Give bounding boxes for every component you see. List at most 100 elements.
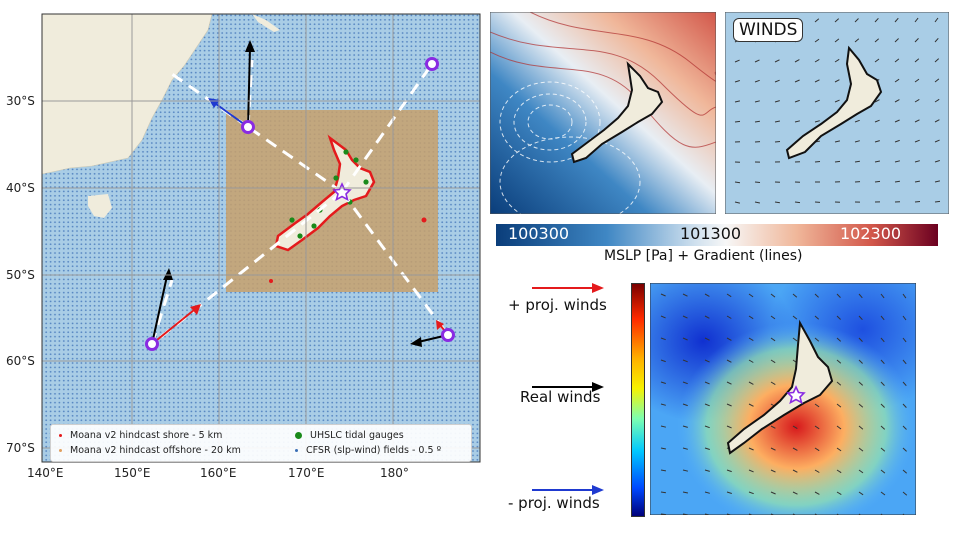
wind-vector: [914, 78, 920, 83]
wind-vector: [734, 59, 740, 63]
wind-vector: [726, 293, 732, 298]
legend-label: UHSLC tidal gauges: [310, 430, 404, 441]
wind-vector: [660, 491, 666, 494]
wind-vector: [660, 447, 666, 450]
lon-label: 170°E: [288, 466, 325, 480]
wind-vector: [794, 59, 800, 63]
wind-vector: [902, 469, 908, 474]
wind-vector: [914, 119, 920, 123]
colorbar-tick-mid: 101300: [680, 224, 742, 243]
legend-marker-icon: [59, 434, 62, 437]
wind-vector: [836, 315, 841, 320]
wind-vector: [834, 160, 841, 163]
legend-marker-icon: [295, 449, 298, 452]
wind-vector: [834, 38, 840, 43]
wind-vector: [726, 381, 732, 385]
wind-vector: [934, 37, 939, 43]
wind-vector: [770, 315, 776, 320]
projected-winds-map: [650, 283, 916, 515]
mslp-colorbar: [496, 224, 938, 246]
wind-vector: [902, 293, 907, 299]
colorbar-tick-max: 102300: [840, 224, 902, 243]
legend-marker-icon: [295, 432, 302, 439]
mslp-map: [490, 12, 716, 214]
minus-proj-arrow-icon: [532, 485, 604, 495]
wind-vector: [814, 315, 820, 320]
minus-proj-winds-label: - proj. winds: [508, 494, 600, 512]
wind-vector: [880, 447, 886, 452]
wind-vector: [914, 201, 921, 203]
wind-vector: [792, 315, 798, 320]
wind-vector: [836, 403, 842, 408]
wind-vector: [748, 315, 754, 320]
legend-item: UHSLC tidal gauges: [295, 430, 404, 441]
wind-vector: [792, 425, 798, 430]
wind-vector: [770, 359, 776, 364]
wind-vector: [934, 58, 940, 63]
wind-vector: [704, 337, 710, 341]
wind-vector: [704, 491, 710, 494]
wind-vector: [792, 293, 798, 298]
wind-vector: [934, 160, 940, 163]
wind-vector: [774, 100, 780, 103]
plus-proj-winds-label: + proj. winds: [508, 296, 607, 314]
wind-vector: [858, 425, 864, 430]
wind-vector: [880, 491, 886, 496]
wind-vector: [934, 17, 939, 23]
wind-vector: [754, 79, 760, 83]
wind-vector: [894, 160, 901, 163]
wind-vector: [894, 99, 900, 103]
map-frame: [41, 13, 481, 463]
wind-vector: [894, 139, 900, 143]
wind-vector: [704, 359, 710, 363]
legend-item: CFSR (slp-wind) fields - 0.5 º: [295, 445, 441, 456]
wind-vector: [814, 425, 820, 430]
wind-vector: [934, 119, 940, 123]
wind-vector: [934, 78, 940, 83]
wind-vector: [854, 18, 859, 23]
wind-vector: [748, 469, 754, 473]
wind-vector: [854, 140, 860, 143]
wind-vector: [858, 337, 863, 342]
wind-vector: [858, 491, 864, 496]
wind-vector: [726, 359, 732, 363]
wind-vector: [704, 447, 710, 450]
wind-vector: [880, 293, 885, 299]
real-winds-arrow-icon: [532, 382, 604, 392]
wind-vector: [902, 381, 907, 387]
wind-vector: [836, 359, 842, 364]
legend-label: Moana v2 hindcast shore - 5 km: [70, 430, 223, 441]
wind-vector: [914, 139, 920, 143]
wind-vector: [836, 513, 840, 515]
wind-vector: [660, 469, 666, 472]
legend-label: CFSR (slp-wind) fields - 0.5 º: [306, 445, 442, 456]
wind-vector: [770, 469, 776, 473]
wind-vector: [734, 80, 740, 83]
wind-vector: [814, 293, 819, 298]
real-winds-label: Real winds: [520, 388, 601, 406]
projection-star-marker: [786, 385, 806, 405]
wind-vector: [814, 161, 821, 163]
wind-vector: [834, 99, 840, 103]
wind-vector: [770, 337, 776, 342]
wind-vector: [748, 403, 754, 407]
wind-vector: [880, 359, 885, 365]
wind-vector: [814, 491, 820, 495]
sub-antarctic-island: [269, 279, 273, 283]
wind-vector: [880, 403, 885, 408]
new-zealand-winds: [785, 45, 883, 160]
lon-label: 140°E: [27, 466, 64, 480]
winds-title: WINDS: [733, 18, 804, 42]
wind-vector: [726, 469, 732, 473]
wind-vector: [754, 181, 761, 183]
wind-vector: [814, 447, 820, 452]
wind-vector: [704, 425, 710, 429]
wind-vector: [880, 513, 884, 515]
wind-vector: [874, 99, 880, 103]
wind-vector: [894, 58, 900, 63]
wind-vector: [734, 201, 741, 204]
wind-vector: [770, 447, 776, 451]
wind-vector: [854, 38, 860, 43]
wind-vector: [814, 337, 820, 342]
wind-vector: [814, 79, 820, 83]
